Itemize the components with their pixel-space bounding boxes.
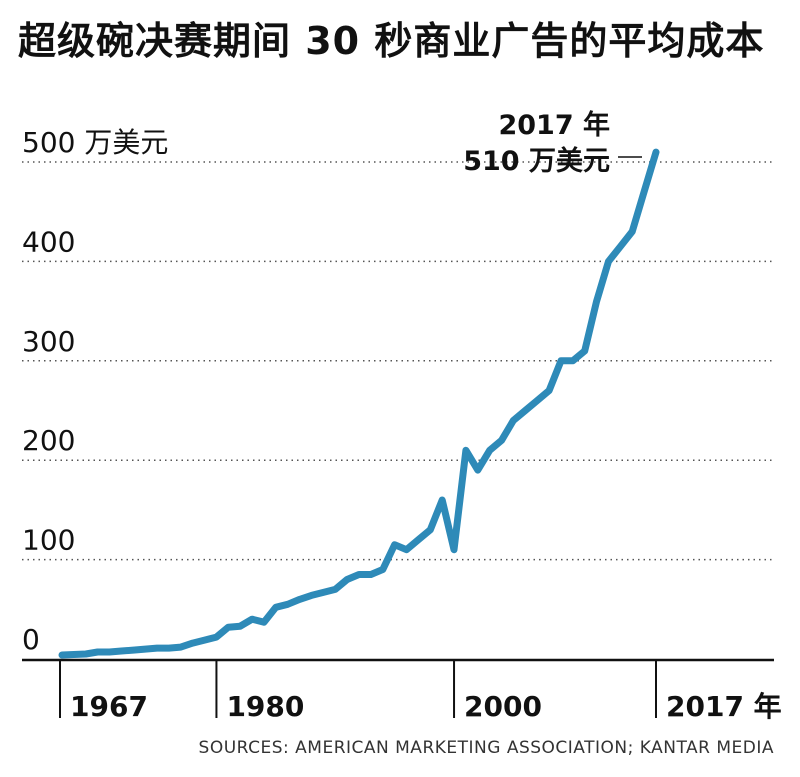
annotation-year: 2017 年 (498, 109, 610, 141)
x-tick-label: 2017 年 (666, 690, 782, 723)
series-group (58, 148, 660, 659)
source-note: SOURCES: AMERICAN MARKETING ASSOCIATION;… (198, 738, 774, 758)
y-tick-label: 200 (22, 424, 75, 457)
y-tick-label: 500 万美元 (22, 126, 168, 159)
annotation-value: 510 万美元 (463, 145, 610, 177)
x-tick-label: 1980 (226, 690, 304, 723)
chart-title: 超级碗决赛期间 30 秒商业广告的平均成本 (18, 19, 765, 63)
x-tick-label: 1967 (70, 690, 148, 723)
grid-lines (22, 161, 774, 561)
x-tick-label: 2000 (464, 690, 542, 723)
x-axis: 1967 1980 2000 2017 年 (22, 658, 782, 723)
y-tick-label: 0 (22, 623, 40, 656)
series-line-0 (58, 148, 660, 659)
y-axis: 0 100 200 300 400 500 万美元 (22, 126, 168, 656)
y-tick-label: 400 (22, 225, 75, 258)
annotations: 2017 年 510 万美元 (463, 109, 642, 177)
y-tick-label: 300 (22, 325, 75, 358)
y-tick-label: 100 (22, 524, 75, 557)
